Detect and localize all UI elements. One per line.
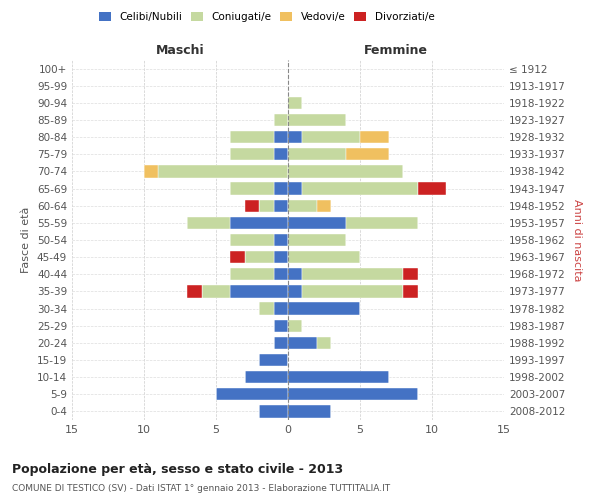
Bar <box>187 216 230 229</box>
Bar <box>230 131 274 143</box>
Bar <box>230 182 274 194</box>
Bar <box>317 336 331 349</box>
Y-axis label: Anni di nascita: Anni di nascita <box>572 198 582 281</box>
Bar <box>288 166 403 177</box>
Bar <box>317 200 331 212</box>
Y-axis label: Fasce di età: Fasce di età <box>22 207 31 273</box>
Bar <box>288 302 360 314</box>
Text: Maschi: Maschi <box>155 44 205 57</box>
Bar <box>288 148 346 160</box>
Legend: Celibi/Nubili, Coniugati/e, Vedovi/e, Divorziati/e: Celibi/Nubili, Coniugati/e, Vedovi/e, Di… <box>94 8 439 26</box>
Bar <box>274 131 288 143</box>
Bar <box>259 354 288 366</box>
Bar <box>274 302 288 314</box>
Text: COMUNE DI TESTICO (SV) - Dati ISTAT 1° gennaio 2013 - Elaborazione TUTTITALIA.IT: COMUNE DI TESTICO (SV) - Dati ISTAT 1° g… <box>12 484 390 493</box>
Bar <box>288 96 302 109</box>
Bar <box>274 268 288 280</box>
Bar <box>418 182 446 194</box>
Bar <box>346 148 389 160</box>
Bar <box>288 336 317 349</box>
Bar <box>158 166 288 177</box>
Bar <box>288 114 346 126</box>
Bar <box>274 336 288 349</box>
Bar <box>403 268 418 280</box>
Text: Femmine: Femmine <box>364 44 428 57</box>
Bar <box>288 268 302 280</box>
Bar <box>274 234 288 246</box>
Bar <box>288 406 331 417</box>
Bar <box>230 286 288 298</box>
Text: Popolazione per età, sesso e stato civile - 2013: Popolazione per età, sesso e stato civil… <box>12 462 343 475</box>
Bar <box>346 216 418 229</box>
Bar <box>259 302 274 314</box>
Bar <box>302 182 418 194</box>
Bar <box>288 216 346 229</box>
Bar <box>302 286 403 298</box>
Bar <box>288 388 418 400</box>
Bar <box>274 320 288 332</box>
Bar <box>187 286 202 298</box>
Bar <box>230 216 288 229</box>
Bar <box>288 286 302 298</box>
Bar <box>288 234 346 246</box>
Bar <box>230 251 245 264</box>
Bar <box>259 406 288 417</box>
Bar <box>230 268 274 280</box>
Bar <box>288 371 389 384</box>
Bar <box>274 148 288 160</box>
Bar <box>403 286 418 298</box>
Bar <box>274 182 288 194</box>
Bar <box>230 148 274 160</box>
Bar <box>144 166 158 177</box>
Bar <box>288 131 302 143</box>
Bar <box>245 371 288 384</box>
Bar <box>288 200 317 212</box>
Bar <box>259 200 274 212</box>
Bar <box>274 251 288 264</box>
Bar <box>245 200 259 212</box>
Bar <box>302 131 360 143</box>
Bar <box>230 234 274 246</box>
Bar <box>288 251 360 264</box>
Bar <box>360 131 389 143</box>
Bar <box>288 182 302 194</box>
Bar <box>245 251 274 264</box>
Bar <box>274 200 288 212</box>
Bar <box>202 286 230 298</box>
Bar <box>288 320 302 332</box>
Bar <box>302 268 403 280</box>
Bar <box>274 114 288 126</box>
Bar <box>216 388 288 400</box>
